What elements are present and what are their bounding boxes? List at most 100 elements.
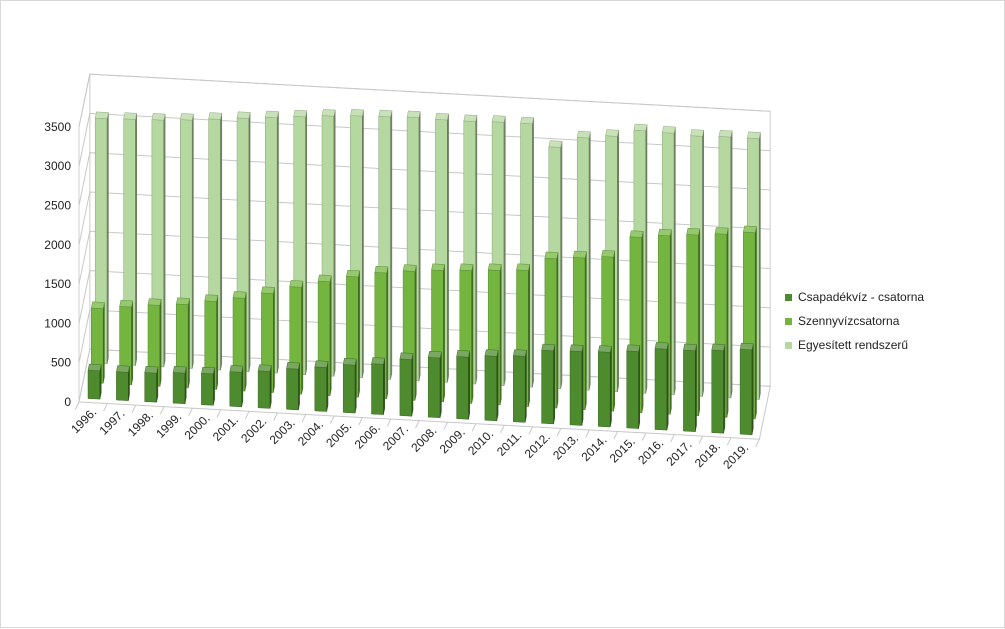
bar-side-face [553, 344, 556, 424]
bar-top-face [633, 123, 648, 132]
bar-top-face [201, 366, 215, 375]
x-tick-mark [556, 428, 562, 437]
bar-side-face [414, 265, 417, 401]
bar-side-face [358, 270, 360, 398]
bar-top-face [204, 294, 219, 302]
bar [456, 350, 471, 420]
bar-side-face [443, 264, 445, 402]
legend-item: Csapadékvíz - csatorna [785, 285, 924, 309]
bar-top-face [683, 343, 697, 351]
bar-top-face [661, 126, 676, 134]
bar-front-face [87, 369, 101, 400]
x-tick-mark [244, 411, 250, 420]
bar-side-face [191, 114, 194, 369]
bar-top-face [657, 228, 672, 237]
bar [314, 360, 329, 412]
x-tick-label: 2004. [295, 417, 326, 448]
bar-side-face [496, 350, 499, 421]
bar-front-face [683, 349, 696, 432]
chart-legend: Csapadékvíz - csatorna Szennyvízcsatorna E… [785, 285, 924, 357]
bar-top-face [208, 112, 223, 120]
bar-front-face [116, 371, 129, 401]
bar-top-face [739, 342, 754, 351]
bar-top-face [374, 265, 389, 274]
bar-side-face [273, 287, 275, 393]
bar-side-face [248, 112, 251, 372]
bar-side-face [617, 130, 619, 392]
bar-side-face [447, 113, 449, 383]
x-tick-label: 2015. [607, 434, 638, 465]
bar-top-face [229, 365, 244, 373]
bar-top-face [236, 111, 251, 119]
x-tick-label: 2002. [238, 414, 269, 445]
bar [626, 344, 641, 429]
bar-top-face [576, 130, 591, 139]
bar-side-face [609, 346, 612, 428]
x-tick-mark [726, 437, 732, 446]
gridline [78, 112, 771, 167]
bar-front-face [172, 372, 186, 405]
bar-side-face [305, 110, 308, 375]
bar-front-face [598, 351, 611, 428]
bar-side-face [698, 228, 701, 416]
bar [87, 363, 102, 400]
bar-front-face [371, 363, 384, 415]
bar-top-face [151, 113, 166, 121]
bar-front-face [201, 372, 214, 406]
bar-side-face [362, 109, 364, 378]
bar-side-face [754, 226, 757, 420]
x-tick-label: 2013. [550, 431, 581, 462]
bar-side-face [102, 302, 105, 384]
x-tick-mark [74, 401, 80, 410]
bar-side-face [276, 111, 279, 374]
bar-side-face [556, 252, 559, 409]
x-tick-label: 1997. [96, 407, 127, 438]
bar-top-face [459, 263, 474, 271]
bar [172, 366, 187, 405]
bar-side-face [584, 251, 587, 410]
bar-side-face [163, 114, 166, 368]
y-tick-label: 2500 [44, 199, 71, 213]
x-tick-mark [443, 421, 448, 430]
series-1 [87, 342, 754, 436]
bar-top-face [321, 109, 336, 117]
bar-side-face [475, 115, 478, 385]
bar-side-face [528, 264, 530, 407]
bar-top-face [116, 365, 130, 373]
gridline [78, 73, 771, 128]
bar-top-face [487, 263, 502, 271]
bar-top-face [119, 299, 134, 308]
bar-top-face [654, 342, 669, 350]
bar-top-face [406, 110, 421, 118]
bar-side-face [333, 109, 336, 377]
bar-side-face [269, 365, 272, 409]
legend-label: Egyesített rendszerű [798, 338, 909, 352]
bar [683, 343, 697, 432]
x-tick-mark [641, 432, 647, 441]
bar-top-face [371, 357, 386, 365]
bar-top-face [378, 109, 393, 118]
x-tick-label: 2006. [352, 421, 383, 452]
bar-side-face [471, 264, 474, 404]
bar-top-face [427, 350, 442, 359]
x-tick-label: 2009. [437, 425, 468, 456]
bar-side-face [468, 350, 470, 420]
x-tick-label: 2007. [380, 422, 411, 453]
bar-top-face [346, 269, 360, 278]
bar-top-face [690, 129, 705, 137]
bar [257, 364, 272, 409]
bar-side-face [669, 229, 672, 415]
y-tick-label: 2000 [44, 238, 71, 252]
bar-top-face [544, 251, 559, 260]
bar-side-face [503, 116, 506, 386]
bar-front-face [513, 355, 526, 423]
x-tick-label: 2011. [494, 428, 525, 459]
x-tick-label: 2018. [692, 439, 723, 470]
bar-top-face [686, 228, 701, 236]
bar-top-face [601, 250, 616, 258]
x-tick-mark [755, 438, 760, 447]
bar-front-face [739, 349, 753, 436]
bar-front-face [654, 348, 668, 431]
bar [229, 365, 244, 408]
